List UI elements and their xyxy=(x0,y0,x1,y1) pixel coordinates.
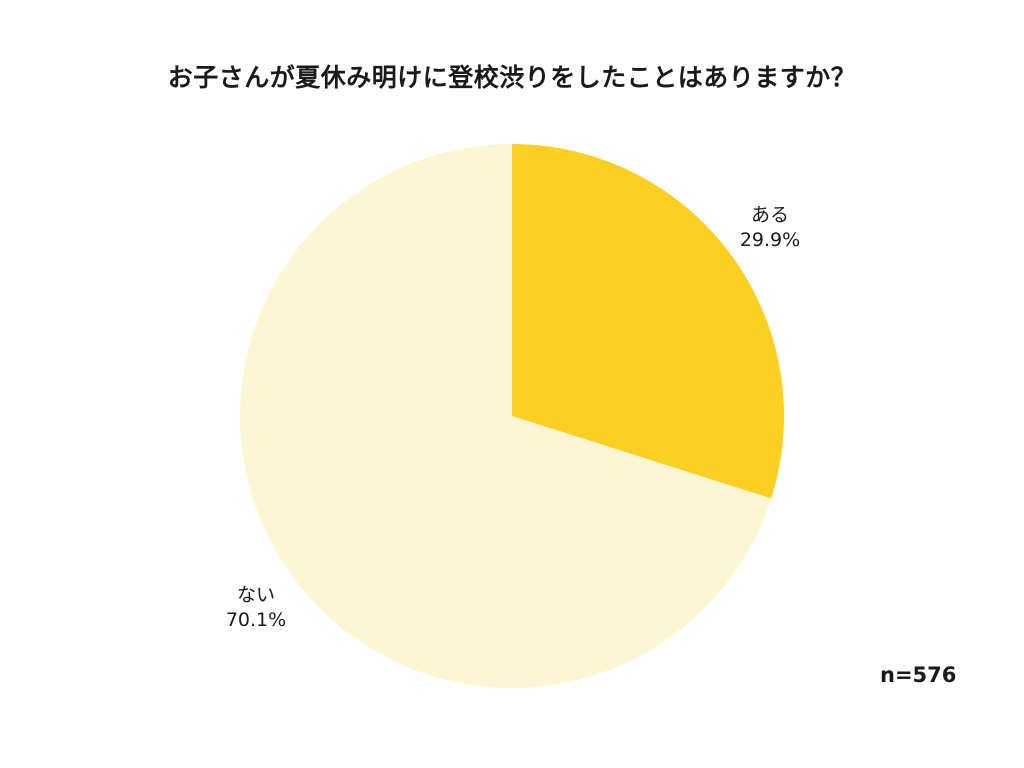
pie-slice-1 xyxy=(240,144,772,688)
slice-value-aru: 29.9% xyxy=(739,229,801,251)
slice-label-nai: ない 70.1% xyxy=(196,583,316,633)
sample-size-note: n=576 xyxy=(880,663,957,687)
slice-name-nai: ない xyxy=(236,584,275,606)
chart-title: お子さんが夏休み明けに登校渋りをしたことはありますか？ xyxy=(167,63,857,92)
pie-slice-0 xyxy=(512,144,784,499)
slice-value-nai: 70.1% xyxy=(225,609,287,631)
pie-slices xyxy=(240,144,784,688)
slice-name-aru: ある xyxy=(750,204,789,226)
slice-label-aru: ある 29.9% xyxy=(710,203,830,253)
